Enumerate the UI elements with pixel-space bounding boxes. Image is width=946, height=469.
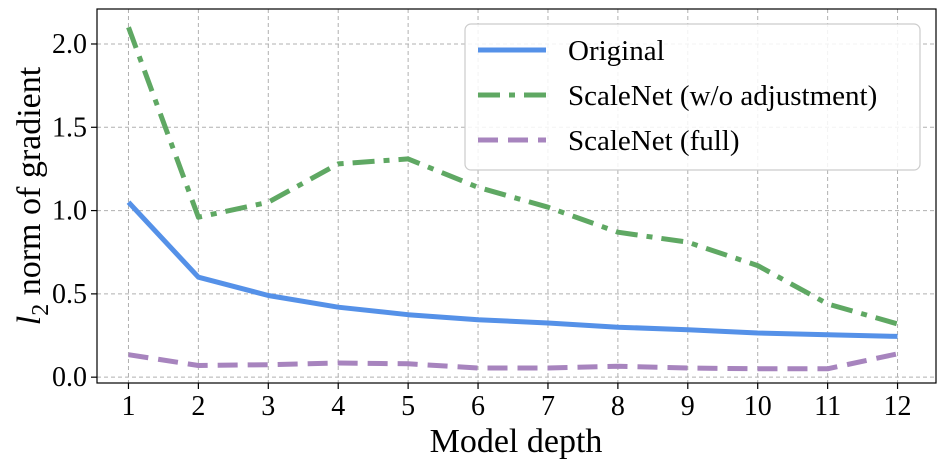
ticks: 1 2 3 4 5 6 7 8 9 10 11 120.00.51.01.52.0 [52,29,912,422]
y-tick-label: 0.5 [52,279,87,310]
legend-label: ScaleNet (w/o adjustment) [568,80,877,112]
x-tick-label: 4 [331,391,345,422]
x-tick-label: 7 [541,391,555,422]
legend-label: Original [568,35,665,67]
series-line-1 [126,200,898,339]
x-tick-label: 9 [681,391,695,422]
x-tick-label: 8 [611,391,625,422]
legend-label: ScaleNet (full) [568,125,740,157]
x-tick-label: 12 [884,391,912,422]
y-tick-label: 0.0 [52,362,87,393]
legend-frame [464,23,921,171]
x-tick-label: 10 [744,391,772,422]
y-axis-label: l2 norm of gradient [11,66,54,325]
x-tick-label: 1 [121,391,135,422]
x-axis-label: Model depth [430,423,603,460]
x-tick-label: 2 [191,391,205,422]
x-tick-label: 5 [401,391,415,422]
x-tick-label: 6 [471,391,485,422]
x-tick-label: 3 [261,391,275,422]
y-tick-label: 1.0 [52,196,87,227]
series-line-2 [126,26,899,327]
legend: Original ScaleNet (w/o adjustment) ScaleNe… [464,23,921,171]
x-tick-label: 11 [814,391,841,422]
y-tick-label: 2.0 [52,29,87,60]
series-line-3 [128,351,899,372]
plot-frame [96,8,937,384]
series-layer [126,26,899,372]
y-tick-label: 1.5 [52,112,87,143]
